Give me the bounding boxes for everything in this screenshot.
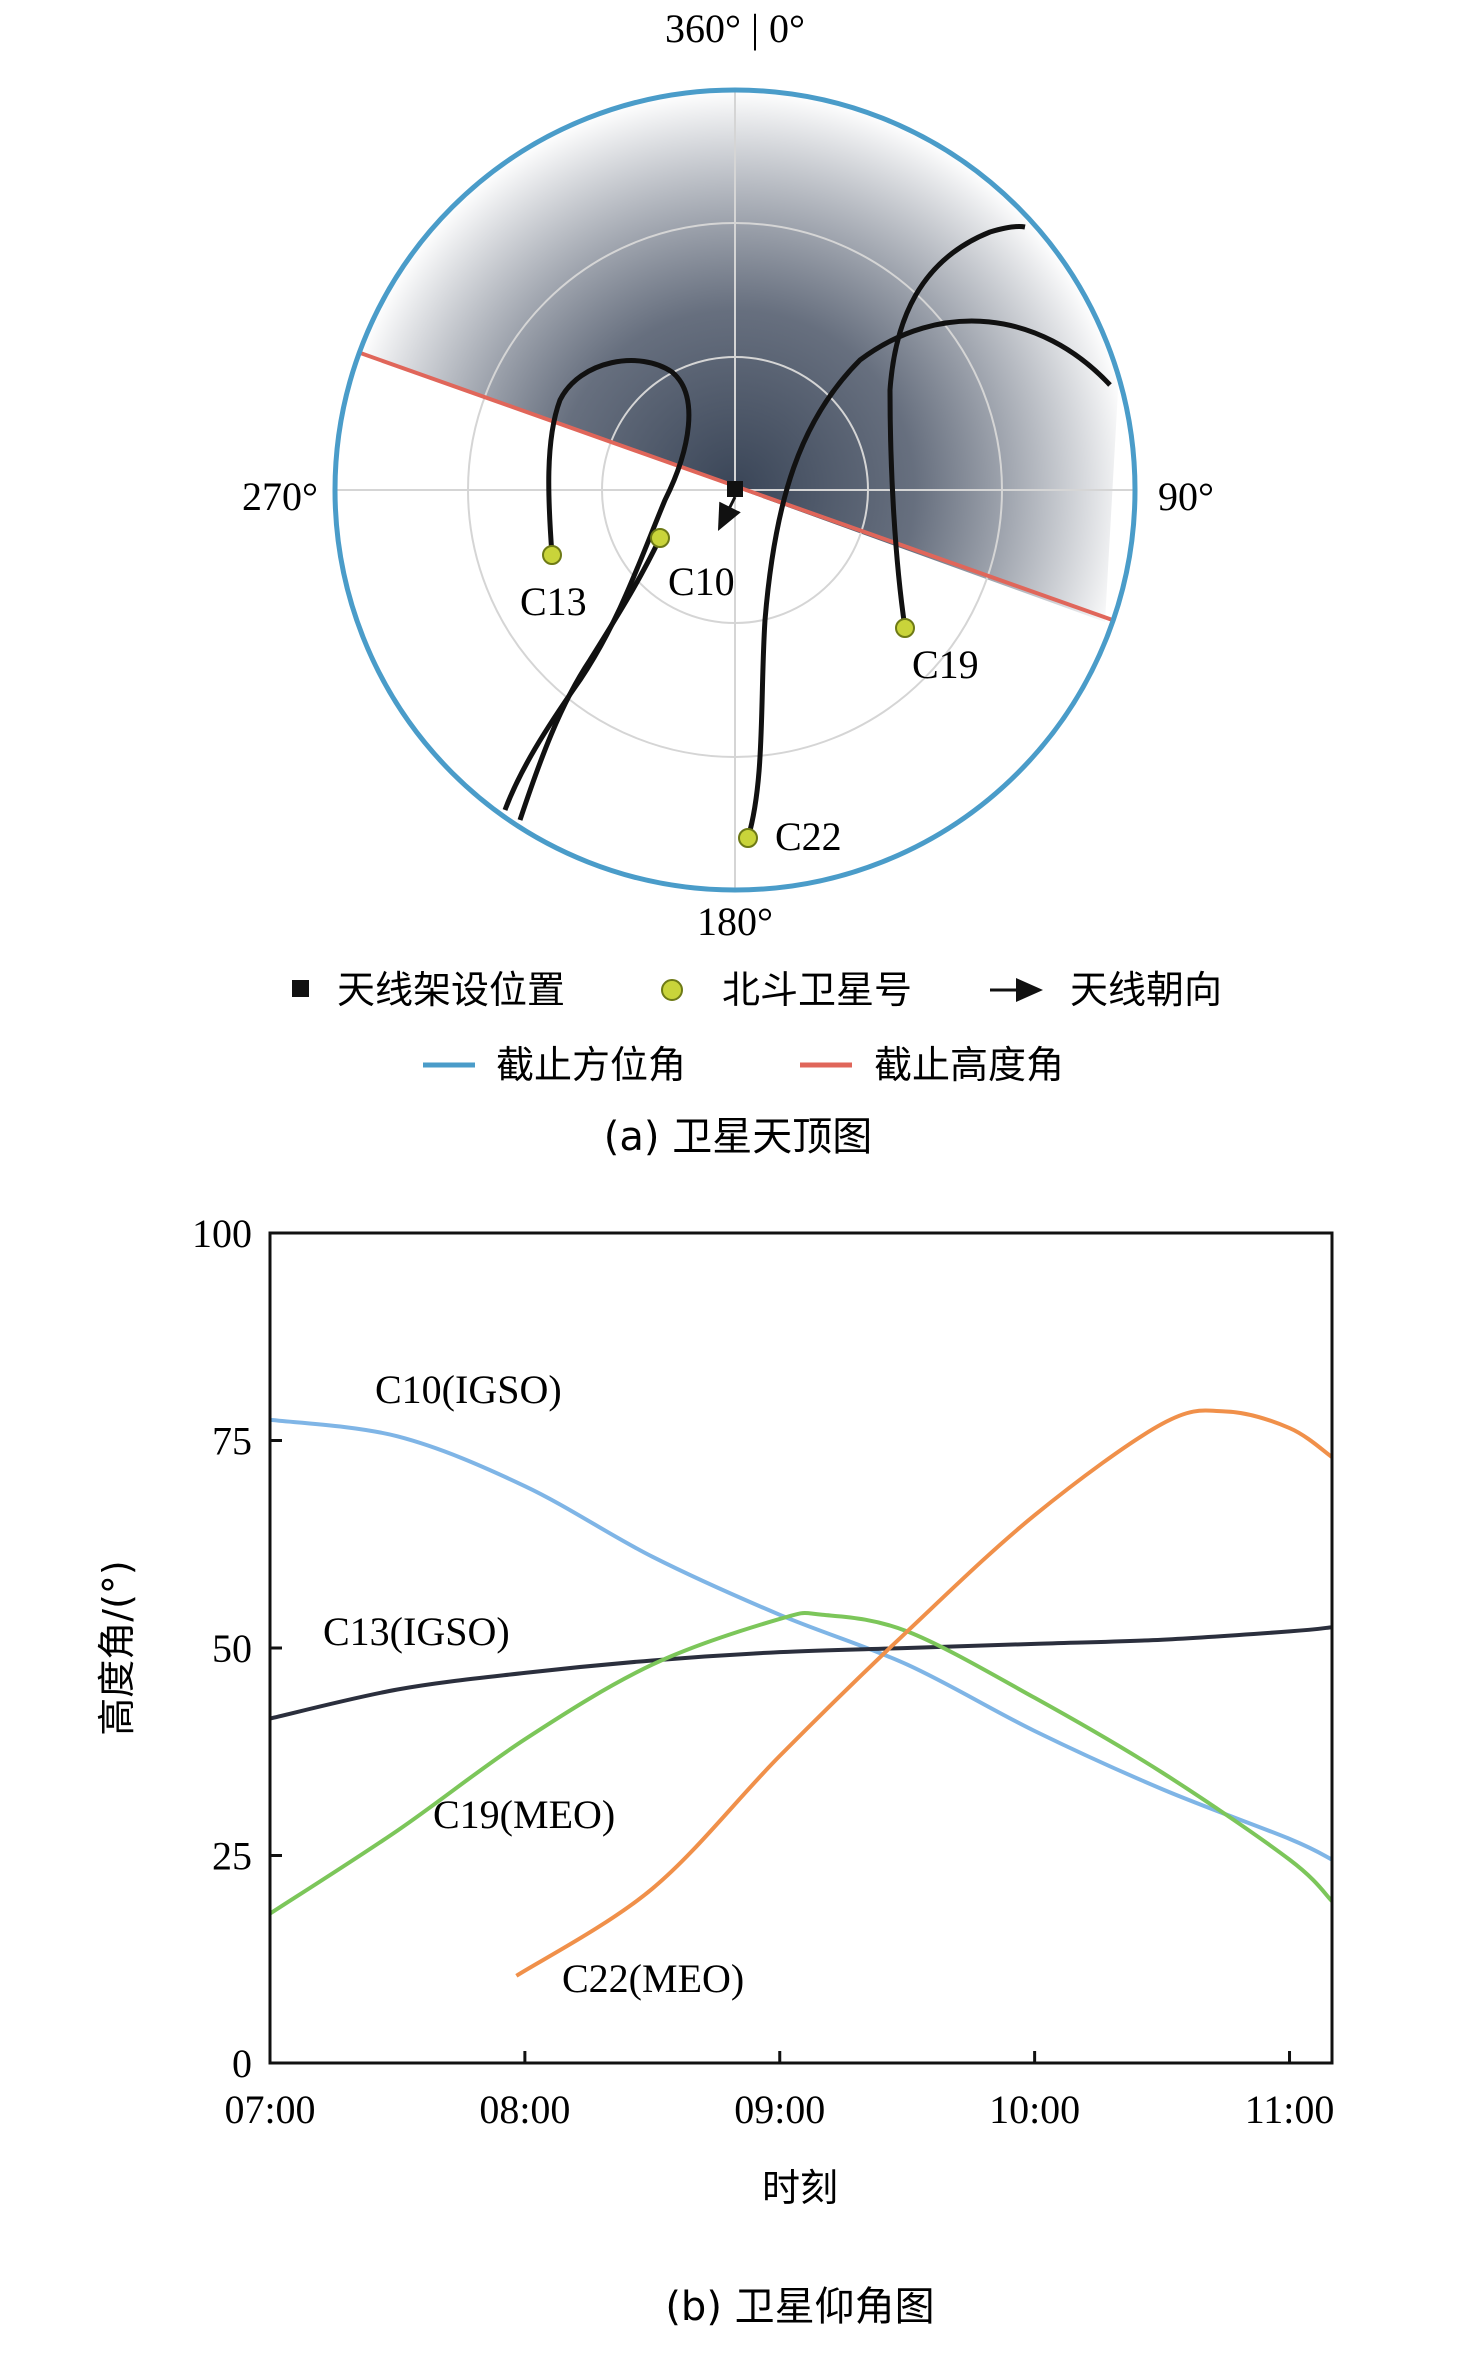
y-tick-label: 0 bbox=[232, 2041, 252, 2086]
sat-label-c10: C10 bbox=[668, 559, 735, 604]
antenna-direction-arrow bbox=[717, 496, 741, 532]
azimuth-label-south: 180° bbox=[697, 899, 773, 944]
legend-direction-label: 天线朝向 bbox=[1070, 968, 1222, 1012]
sat-marker-c22 bbox=[738, 828, 758, 848]
y-tick-label: 100 bbox=[192, 1211, 252, 1256]
chart-series-layer bbox=[270, 1408, 1332, 1978]
series-label-c22: C22(MEO) bbox=[562, 1956, 744, 2001]
chart-ticks-layer: 07:00 08:00 09:00 10:00 11:00 0 25 50 75 100 bbox=[192, 1211, 1334, 2132]
x-tick-label: 08:00 bbox=[479, 2087, 570, 2132]
legend-antenna-position-label: 天线架设位置 bbox=[337, 968, 565, 1012]
sky-plot-legend: 天线架设位置 北斗卫星号 天线朝向 截止方位角 截止高度角 bbox=[292, 968, 1222, 1087]
legend-antenna-position-swatch bbox=[292, 980, 309, 997]
y-tick-label: 75 bbox=[212, 1419, 252, 1464]
azimuth-label-west: 270° bbox=[242, 474, 318, 519]
x-axis-label: 时刻 bbox=[762, 2166, 838, 2210]
legend-satellite-swatch bbox=[661, 979, 683, 1001]
x-tick-label: 07:00 bbox=[224, 2087, 315, 2132]
azimuth-label-north: 360° | 0° bbox=[665, 6, 805, 51]
antenna-position-marker bbox=[727, 481, 743, 497]
x-tick-label: 10:00 bbox=[989, 2087, 1080, 2132]
series-label-c10: C10(IGSO) bbox=[375, 1367, 562, 1412]
series-label-c13: C13(IGSO) bbox=[323, 1609, 510, 1654]
y-axis-label: 高度角/(°) bbox=[95, 1560, 139, 1735]
track-c10 bbox=[517, 536, 663, 821]
sat-marker-c10 bbox=[650, 528, 670, 548]
sat-label-c22: C22 bbox=[775, 814, 842, 859]
series-line-c13 bbox=[270, 1625, 1332, 1721]
elevation-chart: 07:00 08:00 09:00 10:00 11:00 0 25 50 75 100 C10(… bbox=[95, 1211, 1334, 2210]
sat-label-c13: C13 bbox=[520, 579, 587, 624]
legend-cutoff-elevation-label: 截止高度角 bbox=[874, 1043, 1064, 1087]
sat-marker-c13 bbox=[542, 545, 562, 565]
y-tick-label: 50 bbox=[212, 1626, 252, 1671]
legend-cutoff-azimuth-label: 截止方位角 bbox=[496, 1043, 686, 1087]
x-tick-label: 11:00 bbox=[1245, 2087, 1335, 2132]
series-line-c19 bbox=[270, 1610, 1332, 1916]
chart-series-labels-layer: C10(IGSO) C13(IGSO) C19(MEO) C22(MEO) bbox=[323, 1367, 744, 2001]
series-line-c22 bbox=[515, 1408, 1332, 1978]
sat-label-c19: C19 bbox=[912, 642, 979, 687]
cutoff-azimuth-circle bbox=[332, 87, 1138, 893]
sky-plot: C13 C10 C19 C22 360° | 0° 90° 180° 270° bbox=[242, 6, 1214, 944]
caption-panel-a: (a) 卫星天顶图 bbox=[604, 1114, 872, 1160]
series-label-c19: C19(MEO) bbox=[433, 1792, 615, 1837]
sat-marker-c19 bbox=[895, 618, 915, 638]
track-c22 bbox=[745, 318, 1112, 839]
track-c19 bbox=[887, 224, 1026, 629]
series-line-c10 bbox=[270, 1417, 1332, 1862]
caption-panel-b: (b) 卫星仰角图 bbox=[665, 2284, 934, 2330]
x-tick-label: 09:00 bbox=[734, 2087, 825, 2132]
azimuth-label-east: 90° bbox=[1158, 474, 1214, 519]
y-tick-label: 25 bbox=[212, 1834, 252, 1879]
legend-satellite-label: 北斗卫星号 bbox=[722, 968, 912, 1012]
